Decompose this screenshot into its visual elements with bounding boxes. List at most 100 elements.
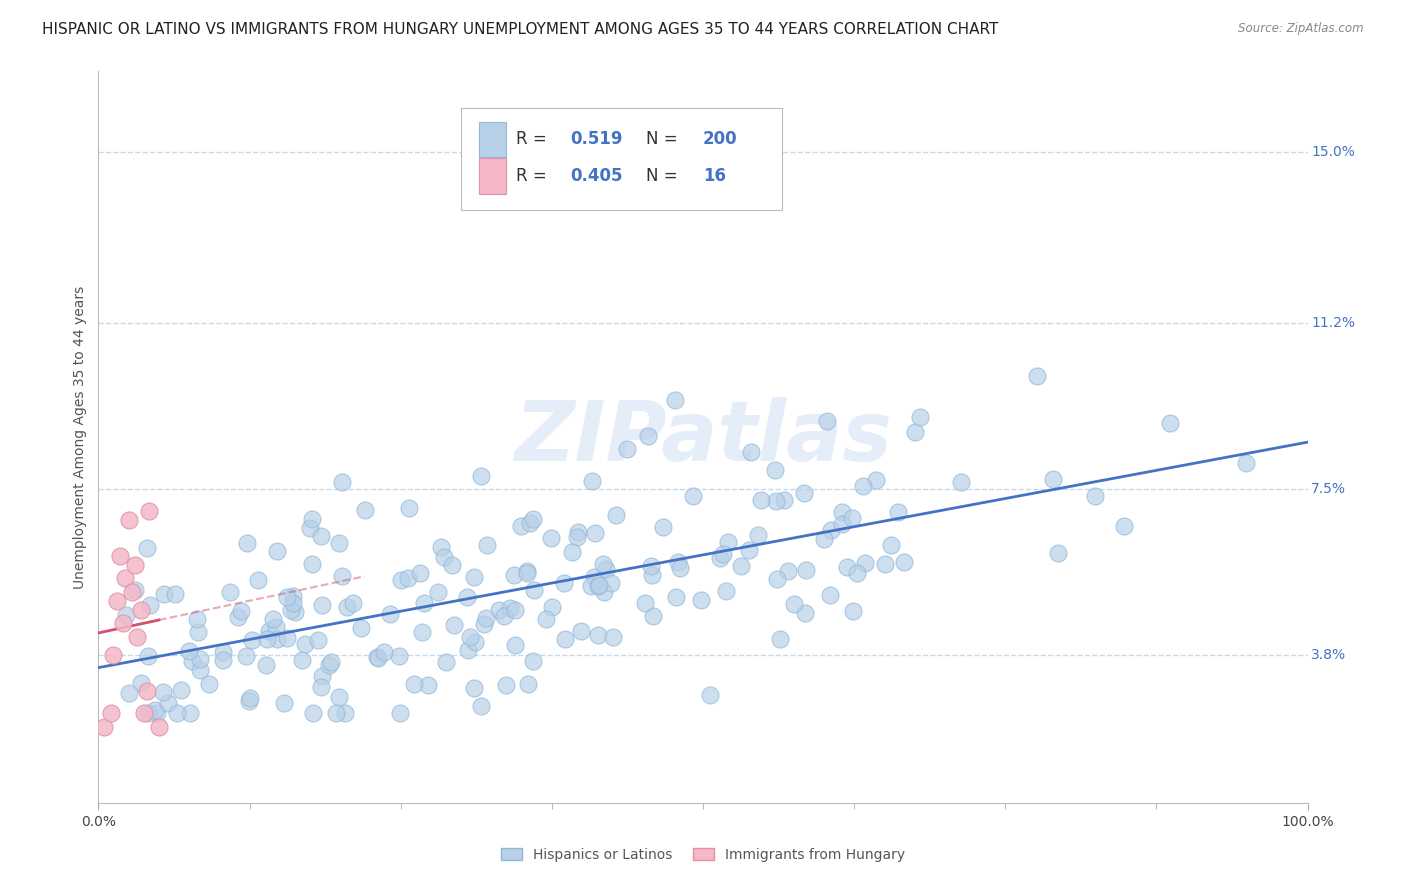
Point (266, 632, 288, 647)
Point (716, 584, 738, 599)
Point (328, 690, 350, 705)
Point (170, 683, 193, 698)
Point (846, 566, 869, 581)
Point (336, 599, 359, 614)
Point (641, 609, 664, 624)
Point (156, 696, 179, 710)
Point (139, 598, 162, 612)
Point (690, 593, 713, 607)
Point (456, 590, 478, 604)
Point (434, 655, 457, 669)
Point (540, 532, 562, 546)
Point (464, 635, 486, 649)
Point (330, 475, 353, 489)
Point (495, 678, 517, 692)
Point (127, 630, 149, 644)
Point (427, 584, 450, 599)
Point (509, 518, 531, 533)
Point (738, 543, 761, 558)
Point (747, 528, 769, 542)
Point (794, 563, 817, 577)
Point (730, 559, 752, 574)
Point (240, 632, 263, 647)
Point (773, 492, 796, 507)
Point (503, 639, 526, 653)
Point (239, 690, 262, 705)
Point (229, 603, 252, 617)
Point (818, 588, 841, 602)
Point (266, 543, 288, 558)
Point (311, 668, 333, 682)
Point (148, 719, 170, 733)
Point (307, 632, 329, 647)
Point (875, 558, 897, 572)
Point (118, 686, 141, 700)
Point (179, 706, 201, 720)
Text: N =: N = (647, 130, 683, 148)
Point (581, 475, 603, 489)
Point (669, 561, 692, 575)
Point (319, 655, 342, 669)
Text: N =: N = (647, 167, 683, 185)
Point (640, 559, 662, 574)
Point (595, 562, 617, 576)
Point (291, 653, 314, 667)
Point (1234, 456, 1257, 470)
Point (276, 590, 298, 604)
Point (135, 683, 157, 698)
Point (837, 560, 859, 574)
Point (1046, 545, 1069, 559)
Point (794, 606, 817, 620)
Point (118, 513, 141, 527)
Point (815, 414, 838, 428)
Point (583, 525, 606, 540)
Point (262, 612, 284, 626)
Point (108, 549, 131, 563)
Point (298, 521, 321, 535)
Point (309, 529, 332, 543)
Point (396, 571, 419, 585)
Point (1159, 416, 1181, 430)
Point (350, 621, 373, 635)
Point (273, 696, 295, 710)
Point (716, 534, 738, 549)
Point (634, 596, 657, 610)
FancyBboxPatch shape (461, 108, 782, 211)
Point (841, 604, 863, 618)
Point (569, 624, 592, 639)
Point (129, 675, 152, 690)
Point (380, 607, 402, 621)
Point (105, 594, 128, 608)
Point (188, 663, 211, 677)
Point (328, 536, 350, 550)
Point (325, 706, 347, 720)
Point (523, 583, 546, 598)
Point (138, 504, 160, 518)
Point (740, 445, 762, 459)
Point (522, 512, 544, 526)
Text: Source: ZipAtlas.com: Source: ZipAtlas.com (1239, 22, 1364, 36)
Point (366, 650, 388, 665)
Point (561, 545, 583, 559)
Point (211, 653, 233, 667)
Point (503, 603, 526, 617)
Text: 0.519: 0.519 (569, 130, 623, 148)
Point (366, 650, 388, 665)
Point (111, 616, 134, 631)
Point (301, 558, 323, 572)
Text: 11.2%: 11.2% (1312, 316, 1355, 330)
Point (1084, 489, 1107, 503)
Point (763, 462, 786, 476)
Point (294, 637, 316, 651)
Point (600, 575, 623, 590)
Point (257, 624, 280, 639)
Point (124, 558, 146, 572)
Point (463, 570, 485, 584)
Point (418, 678, 440, 692)
Legend: Hispanics or Latinos, Immigrants from Hungary: Hispanics or Latinos, Immigrants from Hu… (501, 847, 905, 862)
Point (457, 643, 479, 657)
Text: R =: R = (516, 130, 551, 148)
Point (152, 684, 174, 698)
Point (820, 524, 842, 538)
Point (567, 524, 589, 539)
